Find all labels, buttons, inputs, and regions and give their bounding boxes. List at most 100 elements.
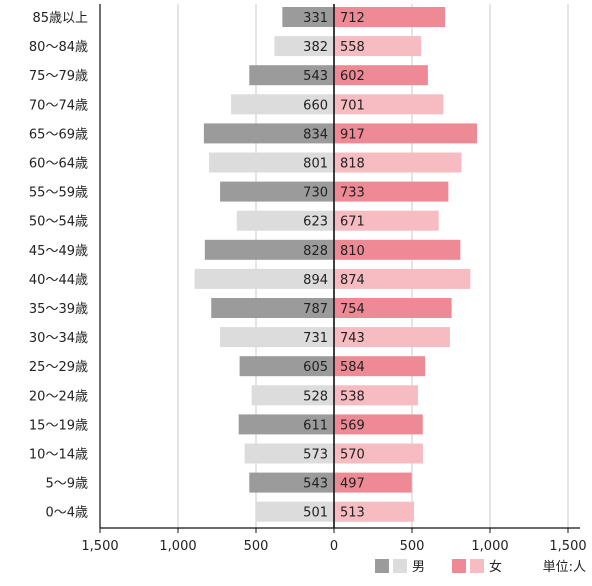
x-tick-label: 1,000 [471,539,508,554]
value-label-male: 543 [303,69,328,84]
bar-female [334,356,426,377]
bar-male [219,327,334,348]
value-label-female: 754 [340,302,365,317]
bar-female [334,239,461,260]
value-label-male: 623 [303,215,328,230]
category-label: 75～79歳 [29,69,88,84]
value-label-male: 660 [303,98,328,113]
value-label-male: 894 [303,273,328,288]
bar-male [251,385,334,406]
legend-swatch-male-dark [375,559,389,573]
bar-female [334,385,418,406]
value-label-female: 584 [340,360,365,375]
bar-male [274,36,334,57]
category-label: 40～44歳 [29,273,88,288]
bar-male [238,414,334,435]
category-label: 20～24歳 [29,389,88,404]
bar-male [204,239,334,260]
value-label-female: 569 [340,418,365,433]
bar-female [334,123,478,144]
value-label-male: 528 [303,389,328,404]
value-label-female: 558 [340,40,365,55]
value-label-male: 605 [303,360,328,375]
x-tick-label: 1,500 [81,539,118,554]
bar-female [334,501,415,522]
bar-female [334,36,422,57]
bar-female [334,414,423,435]
value-label-male: 801 [303,157,328,172]
value-label-female: 917 [340,127,365,142]
value-label-male: 834 [303,127,328,142]
x-tick-label: 500 [244,539,269,554]
category-label: 55～59歳 [29,186,88,201]
x-tick-label: 1,000 [159,539,196,554]
x-axis: 1,500 1,000 500 0 500 1,000 1,500 [81,4,587,554]
value-label-male: 331 [303,11,328,26]
legend-swatch-female-light [470,559,484,573]
value-label-male: 730 [303,186,328,201]
legend-label-male: 男 [412,560,425,575]
bar-female [334,152,462,173]
category-label: 10～14歳 [29,448,88,463]
value-label-female: 538 [340,389,365,404]
bar-male [209,152,334,173]
category-label: 35～39歳 [29,302,88,317]
value-label-female: 712 [340,11,365,26]
unit-label: 単位:人 [543,559,586,575]
value-label-male: 501 [303,506,328,521]
bar-male [231,94,334,115]
bar-female [334,65,428,86]
bar-female [334,443,423,464]
bar-male [249,65,334,86]
category-label: 85歳以上 [32,11,88,26]
category-label: 80～84歳 [29,40,88,55]
value-label-female: 810 [340,244,365,259]
bar-male [211,298,334,318]
bar-female [334,268,471,289]
category-label: 0～4歳 [45,506,88,521]
legend: 男 女 単位:人 [375,559,586,575]
bar-female [334,94,444,115]
value-label-male: 731 [303,331,328,346]
value-label-female: 818 [340,157,365,172]
value-label-female: 874 [340,273,365,288]
category-label: 65～69歳 [29,127,88,142]
value-label-female: 743 [340,331,365,346]
value-label-female: 570 [340,448,365,463]
category-label: 60～64歳 [29,157,88,172]
bar-male [239,356,334,377]
bar-female [334,327,450,348]
category-label: 5～9歳 [45,477,88,492]
bar-male [220,181,334,202]
bar-male [249,472,334,493]
category-label: 15～19歳 [29,418,88,433]
category-label: 70～74歳 [29,98,88,113]
legend-label-female: 女 [489,559,502,575]
x-tick-label: 0 [330,539,338,554]
value-label-female: 701 [340,98,365,113]
bar-male [203,123,334,144]
bar-male [244,443,334,464]
value-label-male: 611 [303,418,328,433]
bar-female [334,298,452,318]
x-tick-label: 1,500 [549,539,586,554]
value-label-female: 671 [340,215,365,230]
legend-swatch-female-dark [452,559,466,573]
bar-male [194,268,334,289]
bar-female [334,7,446,27]
value-label-male: 573 [303,448,328,463]
value-label-male: 787 [303,302,328,317]
bar-male [282,7,334,27]
value-label-female: 602 [340,69,365,84]
bar-female [334,210,439,231]
category-labels: 85歳以上 80～84歳 75～79歳 70～74歳 65～69歳 60～64歳 55～59… [29,11,88,521]
bar-female [334,472,412,493]
category-label: 30～34歳 [29,331,88,346]
value-label-male: 828 [303,244,328,259]
value-label-female: 513 [340,506,365,521]
value-label-female: 497 [340,477,365,492]
x-tick-label: 500 [400,539,425,554]
bar-male [255,501,334,522]
bar-male [236,210,334,231]
